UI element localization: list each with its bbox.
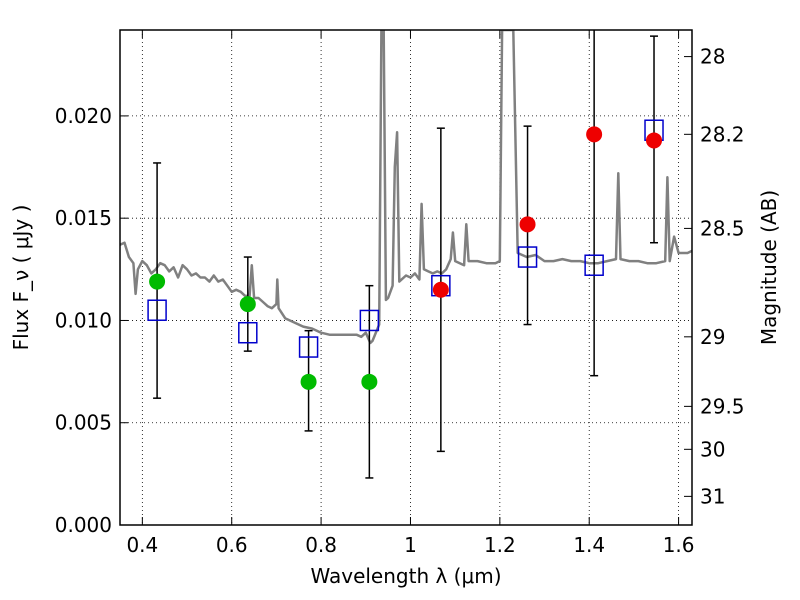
circle-marker (586, 126, 603, 143)
square-marker (359, 309, 380, 332)
square-marker (584, 254, 604, 276)
mag-tick-label: 29.5 (700, 394, 745, 418)
circle-marker (239, 296, 256, 313)
x-tick-label: 1 (404, 533, 417, 557)
y-tick-label: 0.015 (55, 206, 112, 230)
axis-tick-labels: 0.4 0.6 0.8 1 1.2 1.4 1.6 0.000 0.005 0.010 0.015 0… (55, 45, 745, 557)
square-marker (147, 299, 167, 321)
y-tick-label: 0.020 (55, 104, 112, 128)
circle-marker (300, 373, 317, 390)
circle-marker (432, 281, 449, 298)
circle-marker (361, 373, 378, 390)
x-tick-label: 0.4 (126, 533, 158, 557)
circle-marker (149, 273, 166, 290)
circle-marker (646, 132, 663, 149)
square-marker (517, 246, 538, 268)
mag-tick-label: 28.2 (700, 122, 745, 146)
square-marker (298, 336, 319, 358)
y-tick-label: 0.005 (55, 411, 112, 435)
x-tick-label: 1.2 (484, 533, 516, 557)
y2-axis-label: Magnitude (AB) (757, 190, 781, 345)
circle-marker (519, 216, 536, 233)
model-spectrum-line (120, 30, 692, 345)
y-tick-label: 0.010 (55, 308, 112, 332)
data-markers-layer (147, 119, 664, 390)
model-spectrum-layer (120, 30, 692, 345)
mag-tick-label: 28 (700, 45, 725, 69)
x-tick-label: 0.8 (305, 533, 337, 557)
plot-frame (119, 29, 693, 526)
mag-tick-label: 31 (700, 484, 725, 508)
x-axis-label: Wavelength λ (μm) (310, 564, 501, 588)
error-bars-layer (153, 30, 659, 479)
y-axis-label: Flux F_ν ( μJy ) (9, 205, 33, 351)
x-tick-label: 1.6 (663, 533, 695, 557)
x-tick-label: 1.4 (573, 533, 605, 557)
mag-tick-label: 29 (700, 325, 725, 349)
square-marker (238, 321, 258, 344)
mag-tick-label: 28.5 (700, 216, 745, 240)
mag-tick-label: 30 (700, 437, 725, 461)
y-tick-label: 0.000 (55, 513, 112, 537)
x-tick-label: 0.6 (216, 533, 248, 557)
axis-ticks (120, 30, 692, 526)
